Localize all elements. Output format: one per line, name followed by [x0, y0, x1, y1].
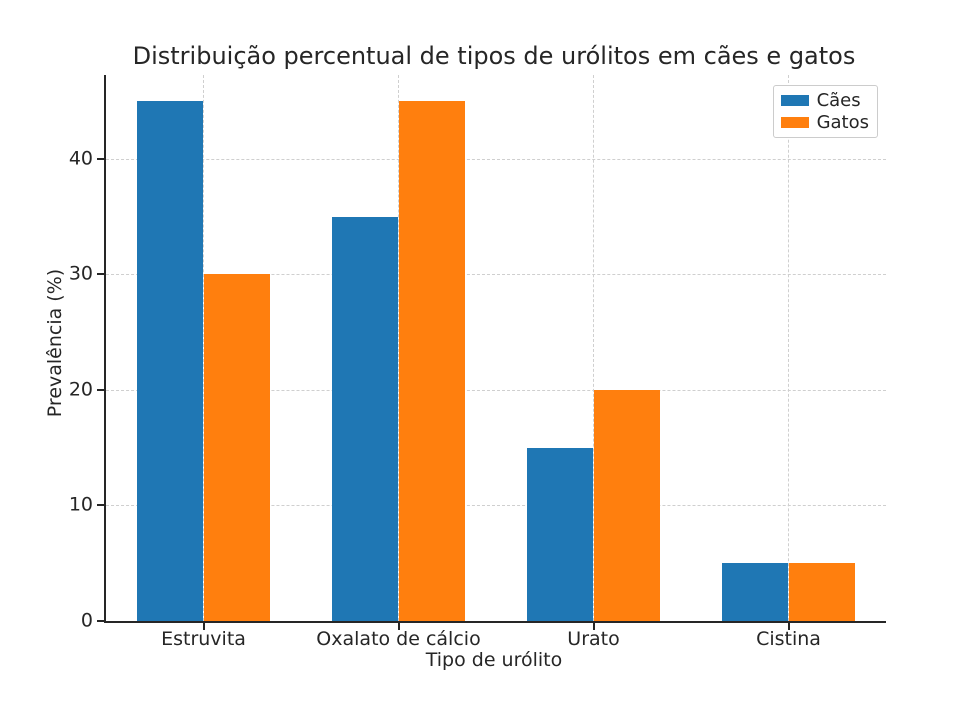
- gridline-horizontal-40: [106, 158, 886, 160]
- bar-gatos-urato: [593, 389, 661, 621]
- x-tick-label-oxalato-de-calcio: Oxalato de cálcio: [316, 628, 481, 650]
- legend-label-caes: Cães: [816, 90, 861, 111]
- legend-swatch-gatos-icon: [780, 117, 809, 128]
- y-tick-label-30: 30: [68, 262, 93, 285]
- x-tick-mark-cistina: [787, 623, 790, 630]
- bar-gatos-cistina: [788, 563, 856, 621]
- x-tick-mark-oxalato-de-calcio: [397, 623, 400, 630]
- bar-caes-estruvita: [136, 101, 204, 621]
- x-tick-label-cistina: Cistina: [756, 628, 821, 650]
- bar-caes-cistina: [721, 563, 789, 621]
- bar-gatos-estruvita: [203, 274, 271, 621]
- legend-swatch-caes-icon: [780, 95, 809, 106]
- y-tick-mark-0: [97, 620, 104, 622]
- legend-label-gatos: Gatos: [816, 112, 869, 133]
- bar-gatos-oxalato-de-calcio: [398, 101, 466, 621]
- gridline-horizontal-30: [106, 274, 886, 276]
- bar-caes-oxalato-de-calcio: [331, 216, 399, 621]
- gridline-vertical-cistina: [788, 75, 789, 621]
- y-tick-mark-30: [97, 273, 104, 276]
- y-tick-label-40: 40: [68, 147, 93, 170]
- legend-item-caes: Cães: [780, 90, 869, 111]
- x-axis-label: Tipo de urólito: [425, 649, 563, 671]
- legend-item-gatos: Gatos: [780, 112, 869, 133]
- plot-area: Cães Gatos 0 10 20 30 40 Estruvita Oxalato de …: [69, 75, 886, 649]
- x-tick-mark-urato: [592, 623, 595, 630]
- x-tick-label-estruvita: Estruvita: [161, 628, 246, 650]
- y-tick-label-10: 10: [68, 493, 93, 516]
- y-tick-mark-40: [97, 157, 104, 160]
- gridline-horizontal-10: [106, 505, 886, 507]
- y-tick-label-0: 0: [80, 609, 93, 632]
- x-tick-label-urato: Urato: [567, 628, 620, 650]
- y-tick-label-20: 20: [68, 378, 93, 401]
- legend: Cães Gatos: [772, 85, 878, 138]
- gridline-horizontal-20: [106, 389, 886, 391]
- y-tick-mark-20: [97, 388, 104, 391]
- y-tick-mark-10: [97, 504, 104, 507]
- y-axis-label: Prevalência (%): [44, 268, 66, 418]
- gridline-vertical-urato: [593, 75, 594, 621]
- chart-title: Distribuição percentual de tipos de uról…: [132, 42, 856, 70]
- x-tick-mark-estruvita: [202, 623, 205, 630]
- bar-caes-urato: [526, 447, 594, 621]
